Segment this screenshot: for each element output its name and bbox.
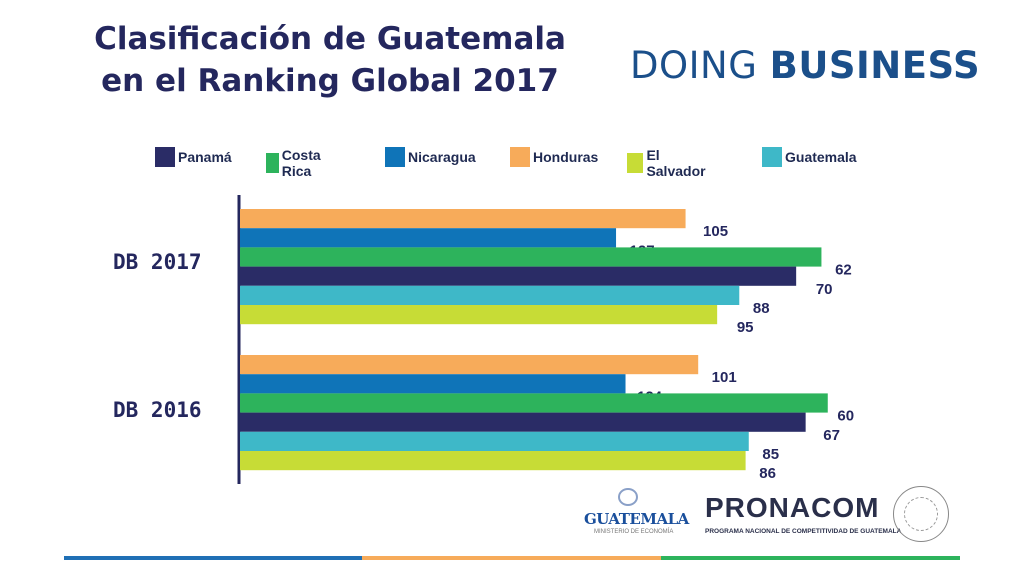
bar xyxy=(240,305,718,325)
legend-label: Panamá xyxy=(178,149,232,165)
chart-title-line1: Clasificación de Guatemala xyxy=(94,21,566,57)
legend-item: El Salvador xyxy=(627,147,709,179)
legend-label: Costa Rica xyxy=(281,147,321,179)
legend-swatch xyxy=(762,147,782,167)
legend-swatch xyxy=(266,153,279,173)
bar xyxy=(240,393,828,413)
bar xyxy=(240,228,617,248)
category-label-db2017: DB 2017 xyxy=(113,250,202,274)
category-label-db2016: DB 2016 xyxy=(113,398,202,422)
data-label: 86 xyxy=(759,465,776,482)
seal-inner-ring xyxy=(904,497,938,531)
gt-logo-title: GUATEMALA xyxy=(584,510,689,528)
data-label: 85 xyxy=(762,446,779,463)
bar xyxy=(240,451,746,471)
footer-color-bar xyxy=(64,556,960,560)
footer-bar-orange xyxy=(362,556,661,560)
bar xyxy=(240,355,699,375)
footer-bar-blue xyxy=(64,556,362,560)
gt-logo-ministry: MINISTERIO DE ECONOMÍA xyxy=(594,529,674,535)
chart-title: Clasificación de Guatemala en el Ranking… xyxy=(70,18,590,102)
data-label: 62 xyxy=(835,262,852,279)
bar xyxy=(240,412,806,432)
pronacom-title: PRONACOM xyxy=(705,492,880,523)
data-label: 95 xyxy=(737,319,754,336)
legend-swatch xyxy=(627,153,644,173)
guatemala-ministry-logo: GUATEMALA MINISTERIO DE ECONOMÍA xyxy=(580,486,689,546)
bar xyxy=(240,266,797,286)
pronacom-logo: PRONACOM PROGRAMA NACIONAL DE COMPETITIV… xyxy=(705,490,901,546)
bar xyxy=(240,209,686,229)
chart-title-line2: en el Ranking Global 2017 xyxy=(101,63,559,99)
data-label: 67 xyxy=(823,427,840,444)
legend-item: Nicaragua xyxy=(385,147,476,167)
legend-label: El Salvador xyxy=(646,147,706,179)
data-label: 70 xyxy=(816,281,833,298)
data-label: 101 xyxy=(712,369,737,386)
bar xyxy=(240,374,626,394)
data-label: 105 xyxy=(703,223,728,240)
coat-of-arms-icon xyxy=(618,488,638,506)
legend-swatch xyxy=(510,147,530,167)
guatemala-seal-icon xyxy=(893,486,949,542)
legend-label: Guatemala xyxy=(785,149,857,165)
doing-business-logo: DOING BUSINESS xyxy=(630,44,980,87)
legend-label: Nicaragua xyxy=(408,149,476,165)
legend-label: Honduras xyxy=(533,149,599,165)
legend-item: Honduras xyxy=(510,147,598,167)
brand-word2: BUSINESS xyxy=(769,44,981,87)
bar xyxy=(240,285,740,305)
data-label: 88 xyxy=(753,300,770,317)
legend-swatch xyxy=(155,147,175,167)
data-label: 60 xyxy=(837,408,854,425)
legend-item: Guatemala xyxy=(762,147,857,167)
brand-word1: DOING xyxy=(630,44,758,87)
bar xyxy=(240,431,749,451)
legend-item: Costa Rica xyxy=(266,147,328,179)
footer-logos: GUATEMALA MINISTERIO DE ECONOMÍA PRONACO… xyxy=(580,486,960,546)
legend-swatch xyxy=(385,147,405,167)
bar xyxy=(240,247,822,267)
pronacom-subtitle: PROGRAMA NACIONAL DE COMPETITIVIDAD DE G… xyxy=(705,528,902,535)
legend-item: Panamá xyxy=(155,147,232,167)
footer-bar-green xyxy=(661,556,960,560)
